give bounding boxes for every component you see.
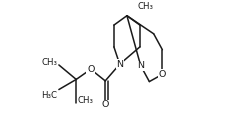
Text: O: O — [87, 65, 94, 74]
Text: N: N — [137, 61, 144, 70]
Text: N: N — [116, 60, 123, 69]
Text: H₃C: H₃C — [41, 91, 57, 100]
Text: O: O — [102, 100, 109, 109]
Text: CH₃: CH₃ — [41, 58, 57, 66]
Text: CH₃: CH₃ — [78, 96, 94, 105]
Text: CH₃: CH₃ — [138, 2, 154, 11]
Text: O: O — [159, 70, 166, 79]
